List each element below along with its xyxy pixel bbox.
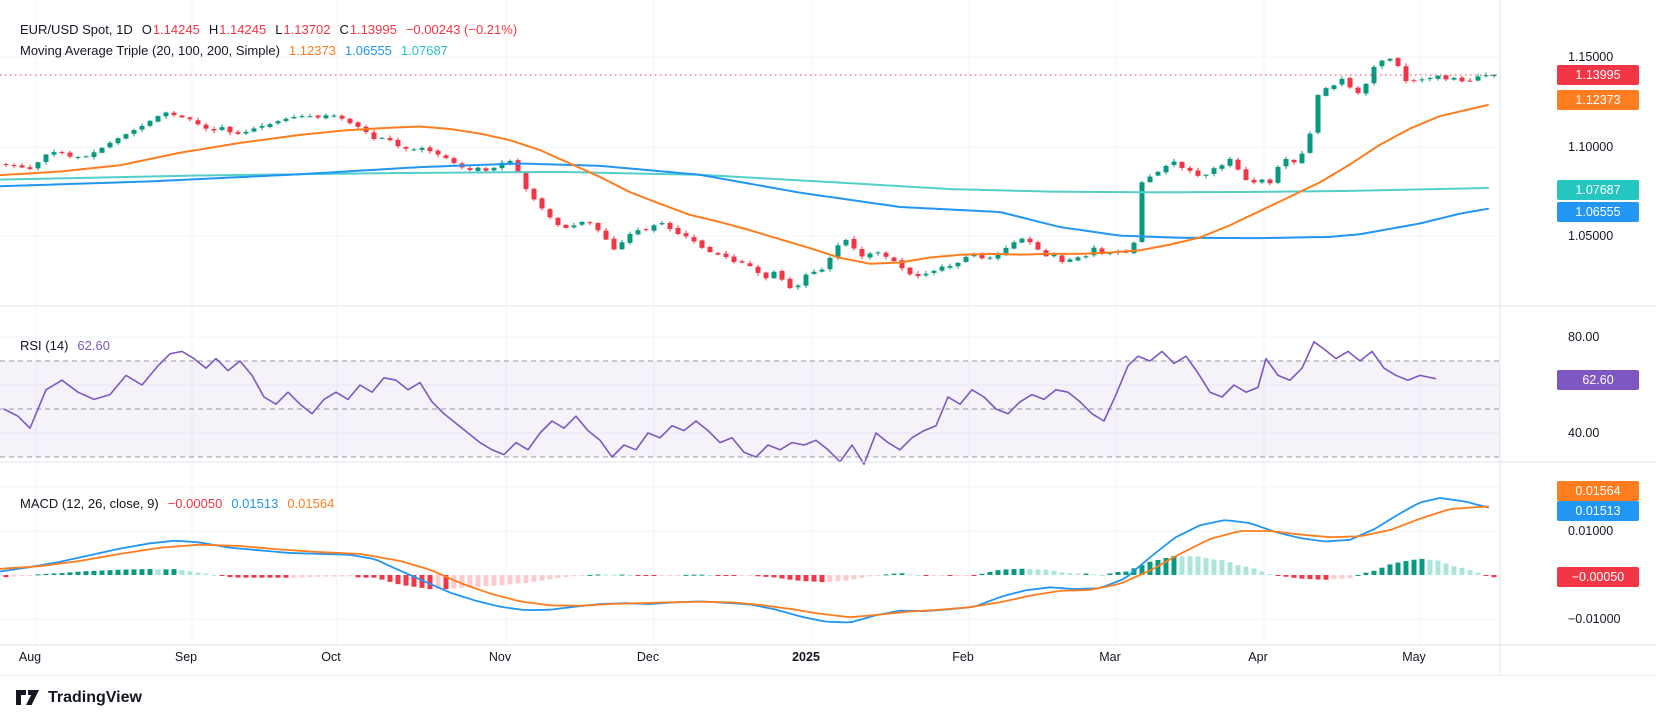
axis-price-badge: 0.01564 bbox=[1557, 481, 1639, 501]
axis-price-badge: 1.13995 bbox=[1557, 65, 1639, 85]
axis-tick-label: −0.01000 bbox=[1568, 612, 1621, 626]
axis-price-badge: −0.00050 bbox=[1557, 567, 1639, 587]
axis-tick-label: 80.00 bbox=[1568, 330, 1600, 344]
pane-separators bbox=[0, 0, 1656, 676]
candles-layer bbox=[3, 56, 1497, 290]
rsi-indicator-title: RSI (14) bbox=[20, 338, 69, 353]
axis-tick-label: 0.01000 bbox=[1568, 524, 1614, 538]
rsi-band-layer bbox=[0, 360, 1500, 458]
macd-legend-row[interactable]: MACD (12, 26, close, 9) −0.00050 0.01513 0… bbox=[20, 496, 334, 512]
time-axis-label: Dec bbox=[636, 650, 660, 664]
axis-price-badge: 1.07687 bbox=[1557, 180, 1639, 200]
symbol-title: EUR/USD Spot, 1D bbox=[20, 22, 133, 37]
tradingview-branding[interactable]: TradingView bbox=[16, 687, 142, 708]
time-axis-label: Sep bbox=[174, 650, 198, 664]
ma-values: 1.12373 1.06555 1.07687 bbox=[289, 43, 448, 59]
ohlc-item: O 1.14245 bbox=[141, 22, 200, 37]
rsi-value: 62.60 bbox=[77, 338, 110, 353]
time-axis-label: Aug bbox=[18, 650, 42, 664]
ohlc-values: O 1.14245 H 1.14245 L 1.13702 C 1.13995 bbox=[142, 22, 397, 38]
axis-tick-label: 1.05000 bbox=[1568, 229, 1614, 243]
tradingview-logo-text: TradingView bbox=[48, 688, 142, 706]
axis-tick-label: 40.00 bbox=[1568, 426, 1600, 440]
ma-indicator-title: Moving Average Triple (20, 100, 200, Sim… bbox=[20, 43, 280, 58]
macd-value: 0.01513 bbox=[231, 496, 279, 511]
macd-indicator-title: MACD (12, 26, close, 9) bbox=[20, 496, 159, 511]
time-axis-label: Oct bbox=[321, 650, 341, 664]
macd-value: −0.00050 bbox=[167, 496, 223, 511]
axis-price-badge: 62.60 bbox=[1557, 370, 1639, 390]
ma-value: 1.06555 bbox=[344, 43, 392, 58]
axis-price-badge: 0.01513 bbox=[1557, 501, 1639, 521]
ma-legend-row[interactable]: Moving Average Triple (20, 100, 200, Sim… bbox=[20, 43, 448, 59]
macd-value: 0.01564 bbox=[287, 496, 335, 511]
time-axis-label: Mar bbox=[1099, 650, 1121, 664]
rsi-legend-row[interactable]: RSI (14) 62.60 bbox=[20, 338, 110, 354]
axis-tick-label: 1.15000 bbox=[1568, 50, 1614, 64]
change-value: −0.00243 (−0.21%) bbox=[405, 22, 518, 37]
ma-value: 1.07687 bbox=[400, 43, 448, 58]
gridlines-layer bbox=[0, 0, 1500, 645]
symbol-legend-row[interactable]: EUR/USD Spot, 1D O 1.14245 H 1.14245 L 1.1370… bbox=[20, 22, 517, 38]
axis-price-badge: 1.12373 bbox=[1557, 90, 1639, 110]
rsi-line-layer bbox=[3, 340, 1437, 466]
macd-layer bbox=[0, 497, 1497, 624]
time-axis-label: Apr bbox=[1248, 650, 1268, 664]
ohlc-item: L 1.13702 bbox=[275, 22, 331, 37]
time-axis-label: May bbox=[1402, 650, 1426, 664]
ma-value: 1.12373 bbox=[288, 43, 336, 58]
time-axis-label: Feb bbox=[952, 650, 974, 664]
moving-averages-layer bbox=[0, 103, 1489, 265]
time-axis-label: 2025 bbox=[792, 650, 820, 664]
ohlc-item: C 1.13995 bbox=[339, 22, 397, 37]
tradingview-logo-icon bbox=[16, 690, 39, 705]
ohlc-item: H 1.14245 bbox=[208, 22, 267, 37]
axis-price-badge: 1.06555 bbox=[1557, 202, 1639, 222]
axis-tick-label: 1.10000 bbox=[1568, 140, 1614, 154]
time-axis-label: Nov bbox=[488, 650, 512, 664]
chart-canvas[interactable] bbox=[0, 0, 1656, 676]
macd-values: −0.00050 0.01513 0.01564 bbox=[168, 496, 335, 512]
